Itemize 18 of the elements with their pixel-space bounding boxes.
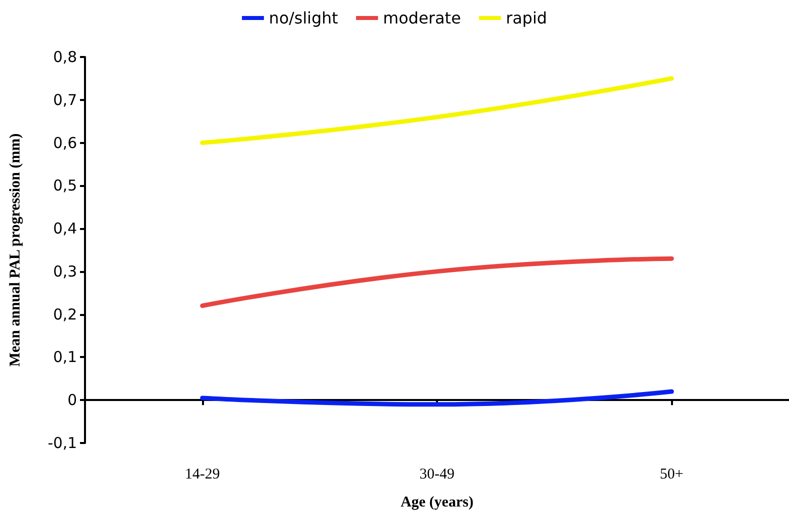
y-tick-label: 0,8 [53,48,77,66]
legend-label: moderate [383,8,461,28]
x-tick-label: 30-49 [420,466,454,482]
y-axis-title: Mean annual PAL progression (mm) [8,133,24,367]
y-tick-label: 0,6 [53,134,77,152]
y-tick-label: 0,2 [53,305,77,324]
x-tick-label: 50+ [660,466,684,482]
y-tick-label: 0,5 [53,176,77,195]
legend-label: rapid [506,8,548,28]
y-tick-label: 0,3 [53,262,77,280]
x-axis-title: Age (years) [400,494,474,510]
legend-label: no/slight [268,8,338,28]
y-tick-label: -0,1 [48,434,77,452]
y-tick-label: 0,1 [53,348,77,366]
x-tick-label: 14-29 [184,466,220,482]
y-tick-label: 0,7 [53,90,77,109]
y-tick-label: 0 [67,391,77,410]
y-tick-label: 0,4 [53,220,77,238]
